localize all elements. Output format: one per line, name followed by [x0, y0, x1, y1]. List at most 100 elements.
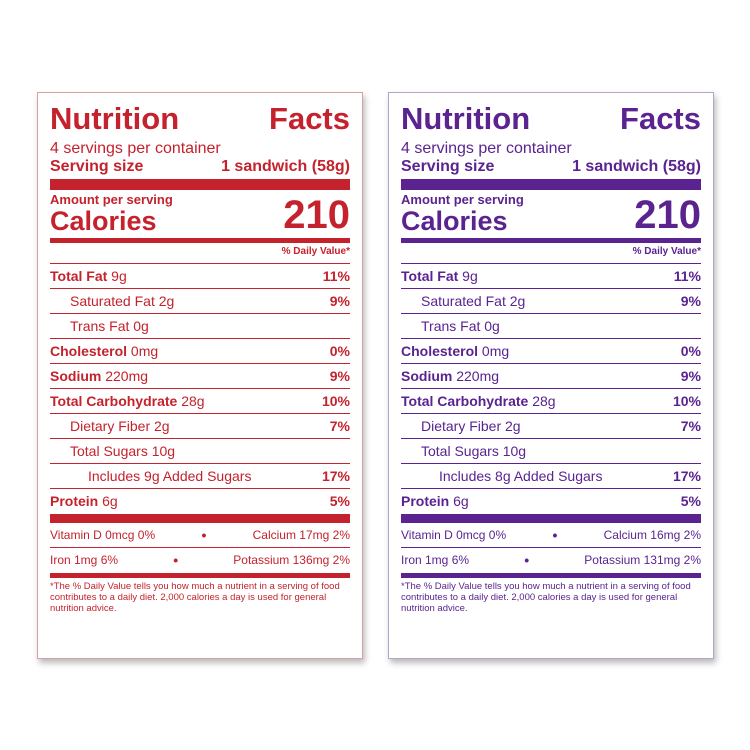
nutrient-amount: Dietary Fiber 2g — [70, 418, 170, 434]
nutrient-amount: 28g — [528, 393, 556, 409]
nutrient-row: Protein 6g 5% — [50, 488, 350, 513]
nutrient-row: Saturated Fat 2g 9% — [50, 288, 350, 313]
nutrient-name: Protein — [50, 493, 99, 509]
divider-thick — [50, 514, 350, 523]
nutrient-row: Dietary Fiber 2g 7% — [50, 413, 350, 438]
calcium: Calcium 17mg 2% — [252, 528, 350, 542]
nutrient-amount: Saturated Fat 2g — [421, 293, 526, 309]
nutrient-dv: 11% — [673, 268, 701, 284]
label-title: Nutrition Facts — [50, 101, 350, 137]
vitamin-d: Vitamin D 0mcg 0% — [50, 528, 156, 542]
nutrient-name: Protein — [401, 493, 450, 509]
nutrient-row: Trans Fat 0g — [401, 313, 701, 338]
nutrient-amount: 28g — [177, 393, 205, 409]
serving-size-label: Serving size — [401, 158, 495, 175]
nutrient-name: Cholesterol — [50, 343, 128, 359]
calories-block: Amount per serving Calories 210 — [401, 190, 701, 236]
nutrient-dv: 9% — [680, 293, 701, 309]
amount-per-serving: Amount per serving — [50, 192, 173, 207]
calories-label: Calories — [50, 206, 157, 236]
calcium: Calcium 16mg 2% — [603, 528, 701, 542]
nutrient-name: Total Fat — [50, 268, 108, 284]
nutrient-dv: 9% — [680, 368, 701, 384]
nutrient-dv: 17% — [321, 468, 350, 484]
nutrient-amount: 9g — [458, 268, 478, 284]
divider-thin — [401, 547, 701, 548]
nutrient-amount: Dietary Fiber 2g — [421, 418, 521, 434]
nutrient-row: Total Fat 9g 11% — [401, 264, 701, 288]
nutrient-row: Total Carbohydrate 28g 10% — [401, 388, 701, 413]
bullet: • — [201, 527, 207, 543]
nutrient-amount: 220mg — [101, 368, 149, 384]
nutrient-amount: 220mg — [452, 368, 500, 384]
nutrient-amount: Trans Fat 0g — [70, 318, 149, 334]
nutrient-row: Protein 6g 5% — [401, 488, 701, 513]
nutrient-row: Total Carbohydrate 28g 10% — [50, 388, 350, 413]
serving-size: Serving size 1 sandwich (58g) — [50, 158, 350, 176]
nutrient-dv: 9% — [329, 293, 350, 309]
serving-size-value: 1 sandwich (58g) — [572, 158, 701, 175]
calories-value: 210 — [283, 193, 350, 237]
divider-thick — [401, 179, 701, 190]
vitamin-row: Iron 1mg 6% • Potassium 131mg 2% — [401, 548, 701, 572]
nutrient-row: Dietary Fiber 2g 7% — [401, 413, 701, 438]
divider-thick — [401, 514, 701, 523]
title-facts: Facts — [269, 101, 350, 136]
divider-thin — [401, 263, 701, 264]
nutrient-amount: 6g — [449, 493, 469, 509]
divider-thick — [50, 179, 350, 190]
potassium: Potassium 136mg 2% — [233, 553, 350, 567]
nutrient-name: Sodium — [401, 368, 453, 384]
nutrient-name: Total Fat — [401, 268, 459, 284]
divider-thin — [50, 263, 350, 264]
servings-per-container: 4 servings per container — [50, 140, 221, 157]
nutrient-amount: 0mg — [127, 343, 159, 359]
nutrient-amount: 6g — [98, 493, 118, 509]
nutrient-row: Total Fat 9g 11% — [50, 264, 350, 288]
nutrient-amount: 9g — [107, 268, 127, 284]
nutrient-amount: Includes 9g Added Sugars — [88, 468, 252, 484]
vitamin-d: Vitamin D 0mcg 0% — [401, 528, 507, 542]
nutrient-dv: 17% — [672, 468, 701, 484]
nutrient-dv: 0% — [329, 343, 350, 359]
nutrient-dv: 5% — [329, 493, 350, 509]
label-title: Nutrition Facts — [401, 101, 701, 137]
title-facts: Facts — [620, 101, 701, 136]
nutrient-dv: 0% — [680, 343, 701, 359]
bullet: • — [552, 527, 558, 543]
servings-per-container: 4 servings per container — [401, 140, 572, 157]
nutrient-dv: 11% — [322, 268, 350, 284]
nutrient-row: Saturated Fat 2g 9% — [401, 288, 701, 313]
calories-block: Amount per serving Calories 210 — [50, 190, 350, 236]
nutrient-amount: Total Sugars 10g — [421, 443, 527, 459]
serving-size-value: 1 sandwich (58g) — [221, 158, 350, 175]
serving-size: Serving size 1 sandwich (58g) — [401, 158, 701, 176]
divider-medium — [401, 573, 701, 578]
nutrient-dv: 7% — [329, 418, 350, 434]
calories-label: Calories — [401, 206, 508, 236]
iron: Iron 1mg 6% — [50, 553, 119, 567]
vitamin-row: Vitamin D 0mcg 0% • Calcium 16mg 2% — [401, 523, 701, 547]
nutrient-dv: 10% — [672, 393, 701, 409]
nutrient-row: Sodium 220mg 9% — [50, 363, 350, 388]
nutrient-name: Cholesterol — [401, 343, 479, 359]
bullet: • — [524, 552, 530, 568]
nutrient-name: Total Carbohydrate — [401, 393, 529, 409]
nutrient-row: Sodium 220mg 9% — [401, 363, 701, 388]
iron: Iron 1mg 6% — [401, 553, 470, 567]
nutrient-amount: Trans Fat 0g — [421, 318, 500, 334]
nutrient-row: Trans Fat 0g — [50, 313, 350, 338]
nutrient-dv: 7% — [680, 418, 701, 434]
bullet: • — [173, 552, 179, 568]
title-nutrition: Nutrition — [50, 101, 180, 136]
nutrient-name: Total Carbohydrate — [50, 393, 178, 409]
divider-medium — [50, 573, 350, 578]
title-nutrition: Nutrition — [401, 101, 531, 136]
nutrient-row: Includes 9g Added Sugars 17% — [50, 463, 350, 488]
nutrient-row: Cholesterol 0mg 0% — [50, 338, 350, 363]
footnote: *The % Daily Value tells you how much a … — [401, 581, 691, 614]
nutrient-amount: 0mg — [478, 343, 510, 359]
nutrient-dv: 9% — [329, 368, 350, 384]
nutrient-amount: Saturated Fat 2g — [70, 293, 175, 309]
nutrient-amount: Total Sugars 10g — [70, 443, 176, 459]
